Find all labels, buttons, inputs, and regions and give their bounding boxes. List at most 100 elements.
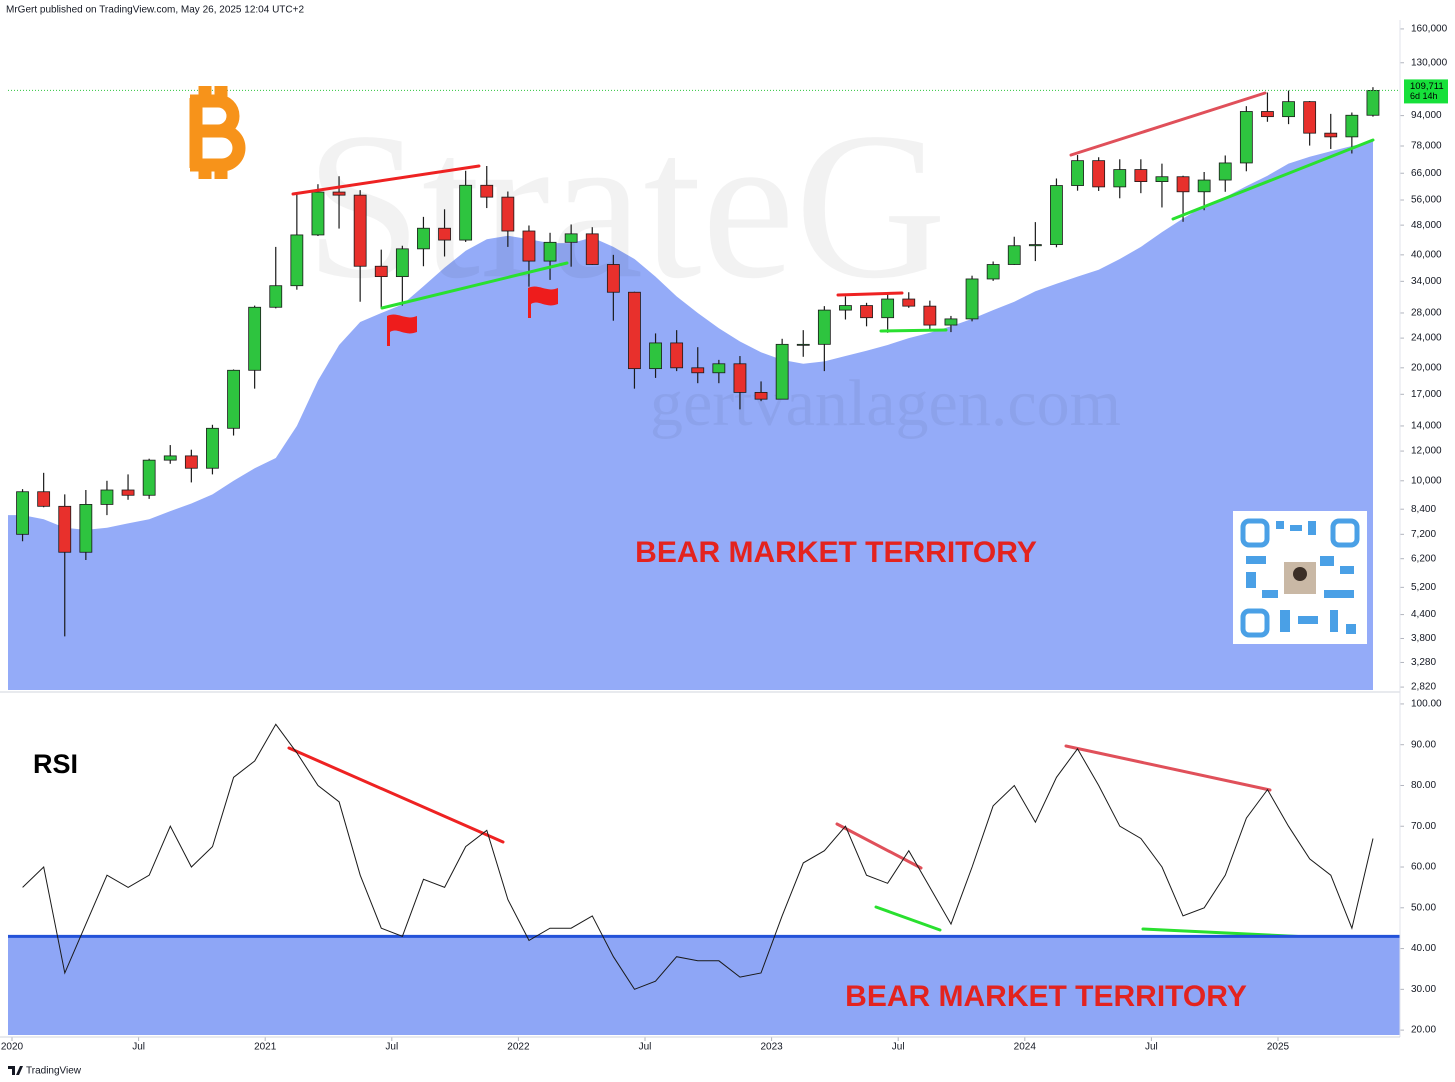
candle-body (269, 285, 283, 308)
website-watermark: gertvanlagen.com (650, 367, 1121, 440)
y-tick-label: 24,000 (1411, 333, 1442, 344)
resistance-line (836, 291, 904, 297)
watermark: StrateG (305, 90, 946, 322)
candle-body (248, 306, 262, 371)
y-tick-label: 94,000 (1411, 110, 1442, 121)
tradingview-logo (8, 1066, 23, 1075)
candle-body (564, 233, 578, 243)
y-tick-label: 80.00 (1411, 780, 1436, 791)
last-price-label: 109,711 (1410, 81, 1444, 92)
y-tick-label: 66,000 (1411, 168, 1442, 179)
y-tick-label: 160,000 (1411, 24, 1448, 35)
candle-body (733, 363, 747, 393)
y-tick-label: 6,200 (1411, 553, 1436, 564)
candle-body (142, 459, 156, 496)
support-line (1171, 138, 1375, 221)
candle-body (775, 343, 789, 400)
bitcoin-symbol (189, 86, 246, 179)
x-tick-label: 2021 (254, 1042, 277, 1053)
resistance-line (1069, 91, 1267, 157)
candle-body (374, 265, 388, 278)
bitcoin-logo (189, 86, 246, 179)
x-tick-label: 2024 (1014, 1042, 1037, 1053)
qr-module (1246, 556, 1266, 564)
qr-module (1324, 590, 1354, 598)
candle-body (1071, 160, 1084, 186)
y-tick-label: 3,800 (1411, 633, 1436, 644)
publish-header: MrGert published on TradingView.com, May… (6, 5, 304, 16)
candle-body (395, 248, 409, 278)
resistance-line (291, 164, 481, 196)
resistance-line (1064, 744, 1272, 792)
candle-body (332, 191, 346, 196)
qr-module (1320, 556, 1334, 566)
candle-body (1155, 176, 1169, 182)
qr-finder (1240, 518, 1270, 548)
flag-icon (387, 314, 417, 346)
candle-body (1324, 132, 1338, 138)
y-tick-label: 40,000 (1411, 249, 1442, 260)
y-tick-label: 130,000 (1411, 57, 1448, 68)
rsi-line (22, 723, 1374, 990)
candle-body (501, 196, 515, 232)
flag-icon (528, 286, 558, 318)
y-tick-label: 17,000 (1411, 389, 1442, 400)
qr-module (1280, 610, 1290, 632)
candle-body (163, 455, 177, 461)
qr-module (1308, 521, 1316, 535)
candle-body (902, 298, 916, 307)
y-tick-label: 8,400 (1411, 504, 1436, 515)
candle-body (754, 391, 768, 400)
annotation: BEAR MARKET TERRITORY (845, 980, 1247, 1013)
candle-body (121, 489, 135, 496)
candle-body (79, 504, 93, 553)
candle-body (1366, 90, 1380, 116)
y-tick-label: 5,200 (1411, 582, 1436, 593)
candle-body (1261, 111, 1274, 118)
candle-body (1028, 244, 1042, 247)
candle-body (1007, 245, 1021, 265)
y-tick-label: 100.00 (1411, 699, 1442, 710)
candle-body (353, 194, 367, 267)
y-tick-label: 70.00 (1411, 821, 1436, 832)
countdown-label: 6d 14h (1410, 91, 1438, 101)
resistance-line (287, 746, 505, 844)
x-tick-label: Jul (385, 1042, 398, 1053)
y-tick-label: 50.00 (1411, 902, 1436, 913)
candle-body (1282, 101, 1295, 118)
candle-body (37, 491, 51, 507)
candle-body (965, 278, 979, 320)
candle-body (860, 305, 873, 319)
candle-body (16, 491, 29, 535)
x-tick-label: Jul (1145, 1042, 1158, 1053)
y-tick-label: 40.00 (1411, 943, 1436, 954)
qr-module (1276, 521, 1284, 529)
candle-body (944, 318, 958, 326)
y-tick-label: 12,000 (1411, 446, 1442, 457)
candle-body (881, 298, 895, 319)
candle-body (543, 241, 557, 262)
x-tick-label: Jul (639, 1042, 652, 1053)
y-tick-label: 20.00 (1411, 1025, 1436, 1036)
panel-label: RSI (33, 749, 78, 779)
y-tick-label: 28,000 (1411, 308, 1442, 319)
candle-body (1197, 179, 1211, 193)
qr-module (1298, 616, 1318, 624)
candle-body (206, 427, 219, 469)
y-tick-label: 78,000 (1411, 141, 1442, 152)
candle-body (459, 184, 473, 241)
qr-code (1233, 511, 1367, 644)
x-tick-label: 2020 (1, 1042, 24, 1053)
candle-body (1050, 185, 1063, 245)
y-tick-label: 60.00 (1411, 862, 1436, 873)
qr-module (1262, 590, 1278, 598)
footer-brand: TradingView (26, 1066, 82, 1077)
candle-body (670, 342, 684, 369)
candle-body (923, 305, 937, 326)
candle-body (311, 191, 325, 236)
candle-body (1113, 169, 1127, 188)
y-tick-label: 90.00 (1411, 739, 1436, 750)
y-tick-label: 7,200 (1411, 529, 1436, 540)
annotation: BEAR MARKET TERRITORY (635, 536, 1037, 569)
